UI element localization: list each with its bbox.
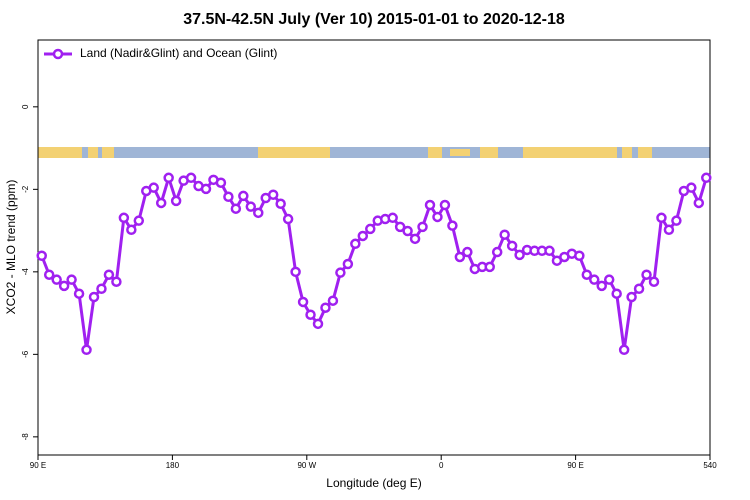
point (701, 172, 712, 184)
y-tick-label: -2 (21, 185, 30, 193)
point (73, 288, 85, 299)
point (574, 250, 585, 262)
x-axis-label: Longitude (deg E) (326, 476, 421, 490)
point (454, 251, 466, 263)
point (589, 274, 600, 285)
point (170, 195, 182, 207)
point (514, 249, 525, 261)
y-tick-label: 0 (21, 104, 30, 109)
series-line (40, 176, 708, 352)
point (462, 246, 473, 258)
point (245, 201, 257, 212)
x-tick-label: 90 E (567, 461, 583, 470)
point (290, 266, 301, 278)
point (671, 215, 682, 226)
point (103, 269, 115, 280)
point (66, 274, 77, 285)
point (267, 189, 279, 200)
point (357, 230, 369, 242)
point (51, 274, 62, 285)
point (387, 212, 398, 224)
plot-frame (37, 39, 711, 456)
point (238, 190, 249, 202)
point (596, 280, 607, 292)
x-tick-label: 90 W (297, 461, 316, 470)
y-tick-label: -6 (21, 350, 30, 358)
point (126, 224, 137, 236)
point (424, 199, 436, 211)
point (320, 302, 331, 313)
point (118, 212, 130, 224)
point (656, 212, 667, 224)
point (633, 283, 645, 295)
point (200, 183, 212, 195)
map-strip (38, 147, 710, 158)
x-tick-label: 0 (439, 461, 444, 470)
point (312, 318, 324, 330)
point (611, 288, 622, 299)
x-tick-label: 90 E (30, 461, 46, 470)
point (506, 240, 518, 252)
point (43, 269, 55, 280)
point (155, 197, 167, 209)
point (581, 269, 593, 280)
point (96, 283, 107, 295)
point (402, 225, 413, 237)
point (230, 203, 242, 214)
point (603, 274, 615, 285)
point (148, 182, 159, 193)
point (81, 344, 92, 356)
point (409, 233, 421, 245)
point (223, 191, 234, 203)
point (641, 269, 652, 280)
point (335, 267, 346, 278)
point (327, 295, 339, 306)
point (58, 280, 70, 292)
point (365, 223, 376, 235)
point (626, 291, 637, 303)
point (394, 221, 406, 233)
point (133, 215, 145, 226)
point (447, 220, 458, 231)
x-tick-label: 540 (703, 461, 717, 470)
point (297, 296, 309, 308)
point (693, 197, 705, 209)
x-tick-label: 180 (166, 461, 180, 470)
point (253, 207, 264, 219)
y-axis-label: XCO2 - MLO trend (ppm) (4, 180, 18, 315)
chart-title: 37.5N-42.5N July (Ver 10) 2015-01-01 to … (183, 11, 565, 28)
point (185, 172, 197, 184)
point (275, 198, 286, 210)
legend-label: Land (Nadir&Glint) and Ocean (Glint) (80, 46, 277, 60)
point (544, 245, 555, 257)
point (163, 172, 174, 184)
y-tick-label: -8 (21, 433, 30, 441)
point (36, 250, 47, 262)
point (215, 177, 227, 188)
point (484, 261, 495, 273)
point (648, 276, 660, 287)
point (111, 276, 122, 287)
point (417, 221, 428, 233)
point (618, 344, 630, 356)
point (282, 213, 294, 225)
point (499, 229, 510, 240)
point (663, 224, 675, 236)
y-tick-label: -4 (21, 268, 30, 276)
point (491, 246, 503, 258)
point (439, 199, 451, 211)
point (88, 291, 100, 303)
point (342, 258, 354, 270)
point (686, 182, 697, 193)
point (350, 238, 361, 250)
point (432, 211, 443, 223)
legend-marker (52, 48, 64, 60)
point (305, 309, 316, 320)
